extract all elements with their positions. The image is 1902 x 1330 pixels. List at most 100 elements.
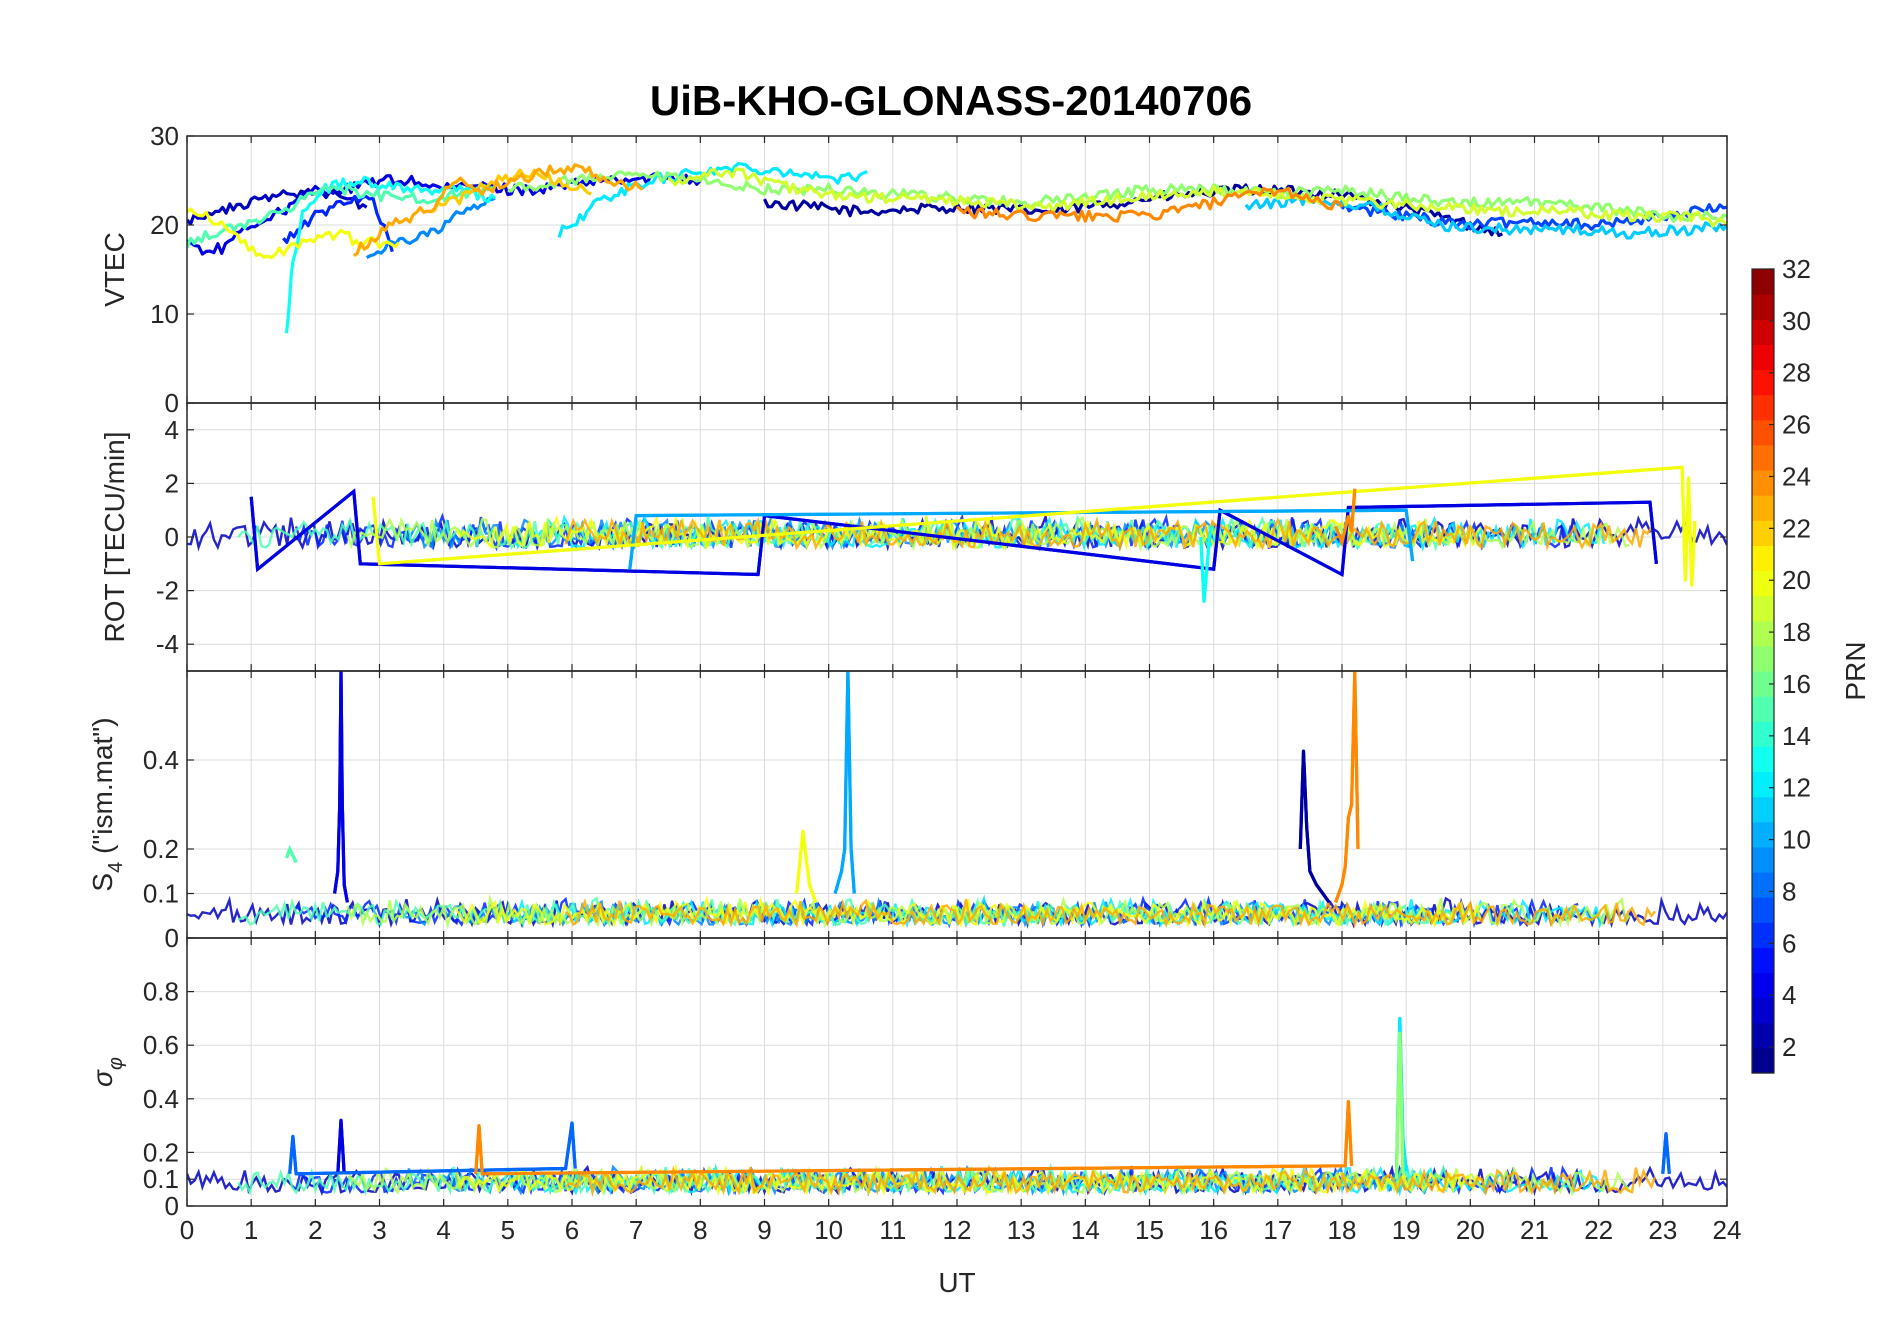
x-tick-label: 4 xyxy=(436,1215,450,1245)
x-tick-label: 7 xyxy=(629,1215,643,1245)
colorbar-tick-label: 16 xyxy=(1782,669,1811,699)
x-tick-label: 17 xyxy=(1263,1215,1292,1245)
series-top-s4-prn-2 xyxy=(1298,751,1331,904)
series-vtec-prn-12 xyxy=(557,162,868,238)
grid-s4 xyxy=(186,671,1728,939)
x-tick-label: 20 xyxy=(1456,1215,1485,1245)
y-tick-label-vtec: 10 xyxy=(150,299,179,329)
colorbar-segment xyxy=(1752,872,1774,898)
y-tick-label-s4: 0.2 xyxy=(143,834,179,864)
x-tick-label: 1 xyxy=(244,1215,258,1245)
colorbar-tick-label: 10 xyxy=(1782,825,1811,855)
plot-area-rot xyxy=(187,465,1727,603)
colorbar-segment xyxy=(1752,545,1774,572)
colorbar-tick-label: 22 xyxy=(1782,513,1811,543)
colorbar-segment xyxy=(1752,570,1774,597)
series-top-sigma-prn-4 xyxy=(336,1120,346,1174)
y-tick-label-sigma: 0.4 xyxy=(143,1084,179,1114)
y-tick-label-rot: 2 xyxy=(165,468,179,498)
colorbar-segment xyxy=(1752,495,1774,521)
colorbar-tick-label: 30 xyxy=(1782,306,1811,336)
y-axis-label-s4: S4 ("ism.mat") xyxy=(87,717,127,891)
colorbar-tick-label: 28 xyxy=(1782,358,1811,388)
x-tick-label: 22 xyxy=(1584,1215,1613,1245)
trace-s4-prn-20 xyxy=(455,895,1482,929)
colorbar-segment xyxy=(1752,369,1774,396)
panel-rot: -4 -2 0 2 4 ROT [TECU/min] xyxy=(99,402,1728,672)
series-vtec-prn-4 xyxy=(187,171,702,256)
series-top-rot-prn-20 xyxy=(371,465,1697,586)
y-tick-label-vtec: 20 xyxy=(150,210,179,240)
colorbar-frame xyxy=(1751,268,1775,1074)
colorbar-tick-label: 2 xyxy=(1782,1032,1796,1062)
y-tick-label-sigma: 0.1 xyxy=(143,1164,179,1194)
series-top-rot-prn-24 xyxy=(1334,488,1357,548)
series-vtec-prn-20 xyxy=(187,207,400,260)
x-tick-label: 18 xyxy=(1328,1215,1357,1245)
y-tick-label-rot: -2 xyxy=(156,576,179,606)
colorbar-segment xyxy=(1752,1047,1774,1074)
colorbar-segment xyxy=(1752,771,1774,798)
colorbar-tick-label: 4 xyxy=(1782,980,1796,1010)
x-tick-label: 16 xyxy=(1199,1215,1228,1245)
colorbar-segment xyxy=(1752,846,1774,873)
series-sigma-prn-24 xyxy=(474,1099,1354,1176)
panel-s4: 0 0.1 0.2 0.4 S4 ("ism.mat") xyxy=(87,670,1728,953)
colorbar-segment xyxy=(1752,294,1774,320)
colorbar-segment xyxy=(1752,997,1774,1024)
colorbar-segment xyxy=(1752,696,1774,722)
chart-title: UiB-KHO-GLONASS-20140706 xyxy=(650,77,1252,124)
series-top-s4-prn-4 xyxy=(333,671,349,903)
colorbar-tick-label: 14 xyxy=(1782,721,1811,751)
x-tick-label: 3 xyxy=(372,1215,386,1245)
x-tick-label: 21 xyxy=(1520,1215,1549,1245)
series-vtec-prn-15 xyxy=(187,183,496,249)
x-tick-label: 11 xyxy=(879,1215,906,1245)
y-tick-label-vtec: 30 xyxy=(150,121,179,151)
plot-area-s4 xyxy=(187,671,1727,930)
x-tick-label: 19 xyxy=(1392,1215,1421,1245)
series-top-sigma-prn-8 xyxy=(1661,1133,1671,1174)
panel-vtec: 0 10 20 30 VTEC xyxy=(99,121,1728,418)
colorbar-segment xyxy=(1752,746,1774,773)
colorbar-segment xyxy=(1752,319,1774,345)
colorbar-segment xyxy=(1752,972,1774,999)
series-vtec-prn-3 xyxy=(187,187,368,226)
series-top-rot-prn-13 xyxy=(1199,526,1213,602)
colorbar-segment xyxy=(1752,947,1774,974)
colorbar-segment xyxy=(1752,470,1774,496)
colorbar-segment xyxy=(1752,645,1774,672)
grid-vtec xyxy=(186,135,1728,404)
series-vtec-prn-24 xyxy=(955,186,1344,223)
colorbar-segment xyxy=(1752,269,1774,295)
colorbar-segment xyxy=(1752,721,1774,747)
series-top-s4-prn-10 xyxy=(833,671,856,894)
series-vtec-prn-19 xyxy=(667,167,1727,228)
plot-area-sigma xyxy=(187,1016,1727,1198)
series-vtec-prn-17 xyxy=(507,170,1727,223)
y-tick-label-sigma: 0 xyxy=(165,1191,179,1221)
x-tick-label: 13 xyxy=(1007,1215,1036,1245)
colorbar-segment xyxy=(1752,520,1774,546)
grid-sigma xyxy=(186,938,1728,1207)
x-tick-label: 2 xyxy=(308,1215,322,1245)
x-tick-label: 6 xyxy=(565,1215,579,1245)
x-tick-label: 12 xyxy=(943,1215,972,1245)
colorbar-segment xyxy=(1752,821,1774,848)
colorbar-segment xyxy=(1752,671,1774,697)
colorbar-label: PRN xyxy=(1840,641,1871,700)
x-tick-label: 0 xyxy=(180,1215,194,1245)
y-tick-label-sigma: 0.2 xyxy=(143,1137,179,1167)
colorbar-segment xyxy=(1752,344,1774,371)
colorbar-segment xyxy=(1752,444,1774,471)
x-tick-label: 24 xyxy=(1713,1215,1742,1245)
series-top-s4-prn-20 xyxy=(795,831,818,903)
series-vtec-prn-23 xyxy=(352,163,644,257)
x-tick-label: 15 xyxy=(1135,1215,1164,1245)
y-tick-label-sigma: 0.8 xyxy=(143,977,179,1007)
series-top-rot-prn-4 xyxy=(249,488,1658,578)
plot-area-vtec xyxy=(187,162,1727,334)
y-tick-label-rot: 0 xyxy=(165,522,179,552)
colorbar-segment xyxy=(1752,620,1774,647)
